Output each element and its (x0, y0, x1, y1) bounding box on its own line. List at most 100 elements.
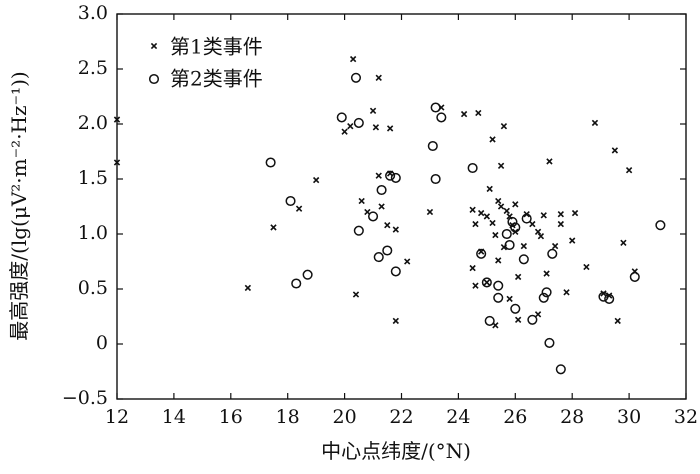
data-point-series-1 (477, 209, 485, 217)
data-point-series-2 (484, 315, 495, 326)
data-point-series-1 (497, 203, 505, 210)
data-point-series-2 (541, 287, 552, 298)
data-point-series-2 (655, 220, 666, 231)
data-point-series-1 (591, 119, 599, 127)
data-point-series-1 (543, 270, 550, 277)
data-point-series-1 (546, 158, 553, 165)
legend-label-series-1: 第1类事件 (170, 35, 263, 59)
data-point-series-1 (384, 222, 391, 229)
data-point-series-1 (540, 212, 547, 219)
data-point-series-1 (358, 197, 365, 205)
data-point-series-2 (427, 140, 438, 152)
data-point-series-2 (376, 184, 387, 196)
data-point-series-2 (604, 293, 615, 304)
data-point-series-2 (538, 292, 549, 303)
data-point-series-1 (489, 136, 496, 143)
data-point-series-2 (518, 254, 529, 265)
data-point-series-1 (469, 264, 476, 272)
y-tick-label: 1.0 (78, 222, 108, 244)
data-point-series-1 (534, 311, 542, 318)
data-point-series-2 (436, 112, 447, 123)
data-point-series-1 (500, 123, 508, 130)
y-tick-label: 3.0 (78, 2, 108, 24)
data-point-series-2 (598, 291, 609, 302)
data-point-series-1 (514, 273, 522, 281)
legend: 第1类事件 第2类事件 (148, 35, 263, 91)
data-point-series-1 (557, 211, 564, 218)
data-point-series-1 (352, 291, 360, 298)
data-point-series-2 (285, 195, 296, 207)
data-point-series-1 (557, 220, 564, 228)
data-point-series-1 (512, 201, 519, 208)
data-point-series-2 (430, 173, 441, 185)
data-point-series-1 (426, 208, 434, 216)
x-tick-label: 12 (105, 406, 129, 428)
legend-marker-series-2 (148, 73, 160, 85)
data-point-series-1 (551, 242, 559, 250)
y-tick-label: 2.0 (78, 112, 108, 134)
x-tick-label: 16 (219, 406, 243, 428)
data-point-series-2 (629, 271, 640, 282)
data-point-series-2 (265, 157, 276, 168)
data-point-series-2 (302, 269, 313, 280)
data-point-series-2 (510, 222, 521, 233)
data-point-series-1 (375, 172, 382, 179)
x-tick-label: 22 (389, 406, 413, 428)
legend-circle-marker (148, 73, 160, 85)
x-tick-label: 28 (560, 406, 584, 428)
data-point-series-1 (483, 213, 491, 220)
x-tick-label: 24 (446, 406, 470, 428)
data-point-series-2 (382, 245, 393, 256)
data-point-series-1 (537, 233, 545, 240)
data-point-series-1 (514, 316, 522, 323)
data-point-series-1 (497, 162, 505, 169)
data-point-series-1 (475, 109, 482, 117)
data-point-series-2 (521, 213, 532, 224)
y-tick-label: 0 (96, 332, 108, 354)
data-point-series-1 (270, 224, 277, 231)
data-point-series-1 (472, 282, 479, 289)
data-point-series-1 (492, 231, 499, 239)
data-point-series-1 (392, 226, 399, 233)
data-point-series-2 (353, 225, 364, 236)
data-point-series-1 (349, 55, 357, 63)
data-point-series-1 (569, 237, 576, 244)
data-point-series-1 (372, 124, 380, 131)
data-point-series-1 (503, 207, 510, 215)
data-point-series-1 (625, 167, 633, 174)
x-tick-label: 32 (674, 406, 698, 428)
data-point-series-2 (504, 239, 515, 251)
data-point-series-1 (341, 128, 348, 135)
data-point-series-1 (486, 185, 493, 193)
data-point-series-1 (583, 263, 590, 271)
data-point-series-1 (386, 125, 394, 132)
data-point-series-1 (611, 147, 619, 154)
data-point-series-1 (295, 205, 303, 212)
data-point-series-2 (493, 280, 504, 291)
data-point-series-1 (392, 317, 399, 325)
legend-x-marker (150, 42, 158, 50)
data-point-series-2 (476, 248, 487, 259)
data-point-series-1 (113, 159, 121, 166)
data-point-series-2 (368, 211, 379, 222)
data-point-series-1 (620, 239, 627, 246)
data-point-series-1 (534, 228, 542, 235)
data-point-series-1 (495, 197, 502, 205)
legend-label-series-2: 第2类事件 (170, 67, 263, 91)
data-point-series-1 (489, 219, 496, 227)
data-point-series-2 (510, 303, 521, 314)
data-point-series-2 (493, 292, 504, 303)
axis-ticks (116, 13, 687, 400)
data-point-series-1 (375, 74, 382, 81)
data-point-series-1 (520, 242, 528, 250)
y-tick-label: −0.5 (62, 387, 108, 409)
data-point-series-2 (385, 170, 396, 181)
data-point-series-2 (547, 248, 558, 259)
data-point-series-2 (336, 112, 347, 123)
data-point-series-1 (312, 176, 320, 184)
data-point-series-2 (291, 278, 302, 289)
data-points (113, 55, 666, 375)
data-point-series-1 (347, 123, 354, 130)
data-point-series-1 (563, 289, 570, 296)
